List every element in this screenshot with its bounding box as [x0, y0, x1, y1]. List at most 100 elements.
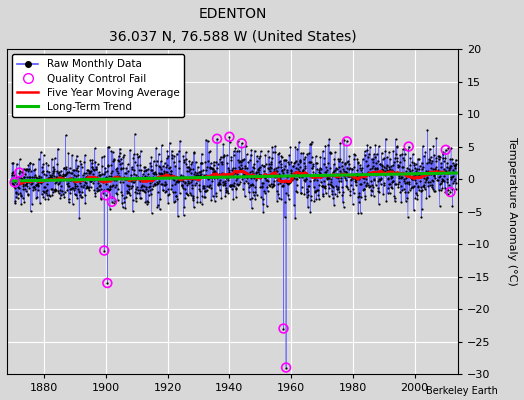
Point	[252, 174, 260, 181]
Point	[13, 177, 21, 183]
Point	[346, 188, 355, 194]
Point	[89, 170, 97, 177]
Point	[27, 168, 35, 174]
Point	[47, 186, 55, 192]
Point	[123, 176, 132, 182]
Point	[26, 174, 34, 180]
Point	[386, 181, 395, 188]
Point	[432, 155, 440, 162]
Point	[401, 188, 410, 195]
Point	[440, 166, 449, 173]
Point	[435, 174, 443, 180]
Point	[216, 187, 224, 193]
Point	[262, 173, 270, 180]
Point	[170, 199, 178, 205]
Point	[112, 190, 121, 197]
Point	[417, 188, 425, 194]
Point	[420, 152, 428, 159]
Point	[32, 178, 41, 184]
Point	[275, 150, 283, 156]
Point	[397, 199, 406, 206]
Point	[11, 198, 19, 204]
Point	[130, 166, 138, 173]
Point	[428, 177, 436, 183]
Point	[443, 160, 452, 166]
Point	[127, 178, 136, 184]
Point	[48, 172, 56, 178]
Point	[68, 185, 76, 191]
Point	[150, 170, 158, 176]
Point	[274, 151, 282, 158]
Point	[391, 136, 400, 142]
Point	[274, 164, 282, 171]
Point	[215, 156, 224, 162]
Point	[228, 167, 236, 174]
Point	[372, 172, 380, 178]
Point	[184, 164, 193, 170]
Point	[280, 162, 289, 169]
Point	[212, 190, 220, 196]
Point	[345, 173, 353, 180]
Point	[303, 185, 312, 192]
Point	[179, 178, 187, 184]
Point	[251, 184, 259, 190]
Point	[150, 180, 159, 187]
Point	[254, 169, 262, 175]
Point	[198, 200, 206, 207]
Point	[164, 153, 172, 160]
Point	[182, 164, 191, 170]
Point	[222, 185, 230, 191]
Point	[221, 187, 230, 194]
Point	[416, 170, 424, 176]
Point	[400, 186, 408, 192]
Point	[279, 325, 288, 332]
Point	[73, 165, 81, 172]
Point	[415, 187, 423, 193]
Point	[347, 172, 356, 178]
Point	[92, 164, 100, 170]
Point	[265, 182, 273, 188]
Point	[433, 167, 442, 174]
Point	[253, 158, 261, 164]
Point	[189, 196, 197, 203]
Point	[207, 184, 215, 191]
Point	[316, 170, 324, 176]
Point	[128, 164, 136, 170]
Point	[351, 178, 359, 184]
Point	[235, 159, 243, 165]
Point	[39, 161, 47, 168]
Point	[309, 172, 318, 178]
Point	[344, 157, 353, 164]
Point	[31, 182, 40, 188]
Point	[88, 156, 96, 163]
Point	[334, 186, 342, 192]
Point	[185, 190, 194, 196]
Point	[432, 135, 440, 142]
Point	[299, 167, 308, 173]
Point	[288, 176, 296, 183]
Point	[144, 198, 152, 205]
Point	[440, 172, 449, 179]
Point	[57, 183, 65, 189]
Point	[73, 195, 81, 202]
Point	[290, 202, 298, 208]
Point	[417, 214, 425, 220]
Point	[250, 147, 259, 154]
Point	[391, 180, 400, 187]
Point	[152, 162, 160, 168]
Point	[124, 168, 133, 174]
Point	[237, 157, 246, 164]
Point	[183, 167, 192, 174]
Point	[140, 168, 149, 174]
Point	[245, 188, 253, 195]
Point	[330, 161, 338, 168]
Point	[49, 189, 57, 195]
Point	[134, 174, 143, 180]
Point	[253, 153, 261, 160]
Point	[81, 179, 90, 185]
Point	[328, 188, 336, 194]
Point	[383, 167, 391, 174]
Point	[201, 159, 210, 166]
Point	[13, 194, 21, 201]
Point	[158, 172, 166, 178]
